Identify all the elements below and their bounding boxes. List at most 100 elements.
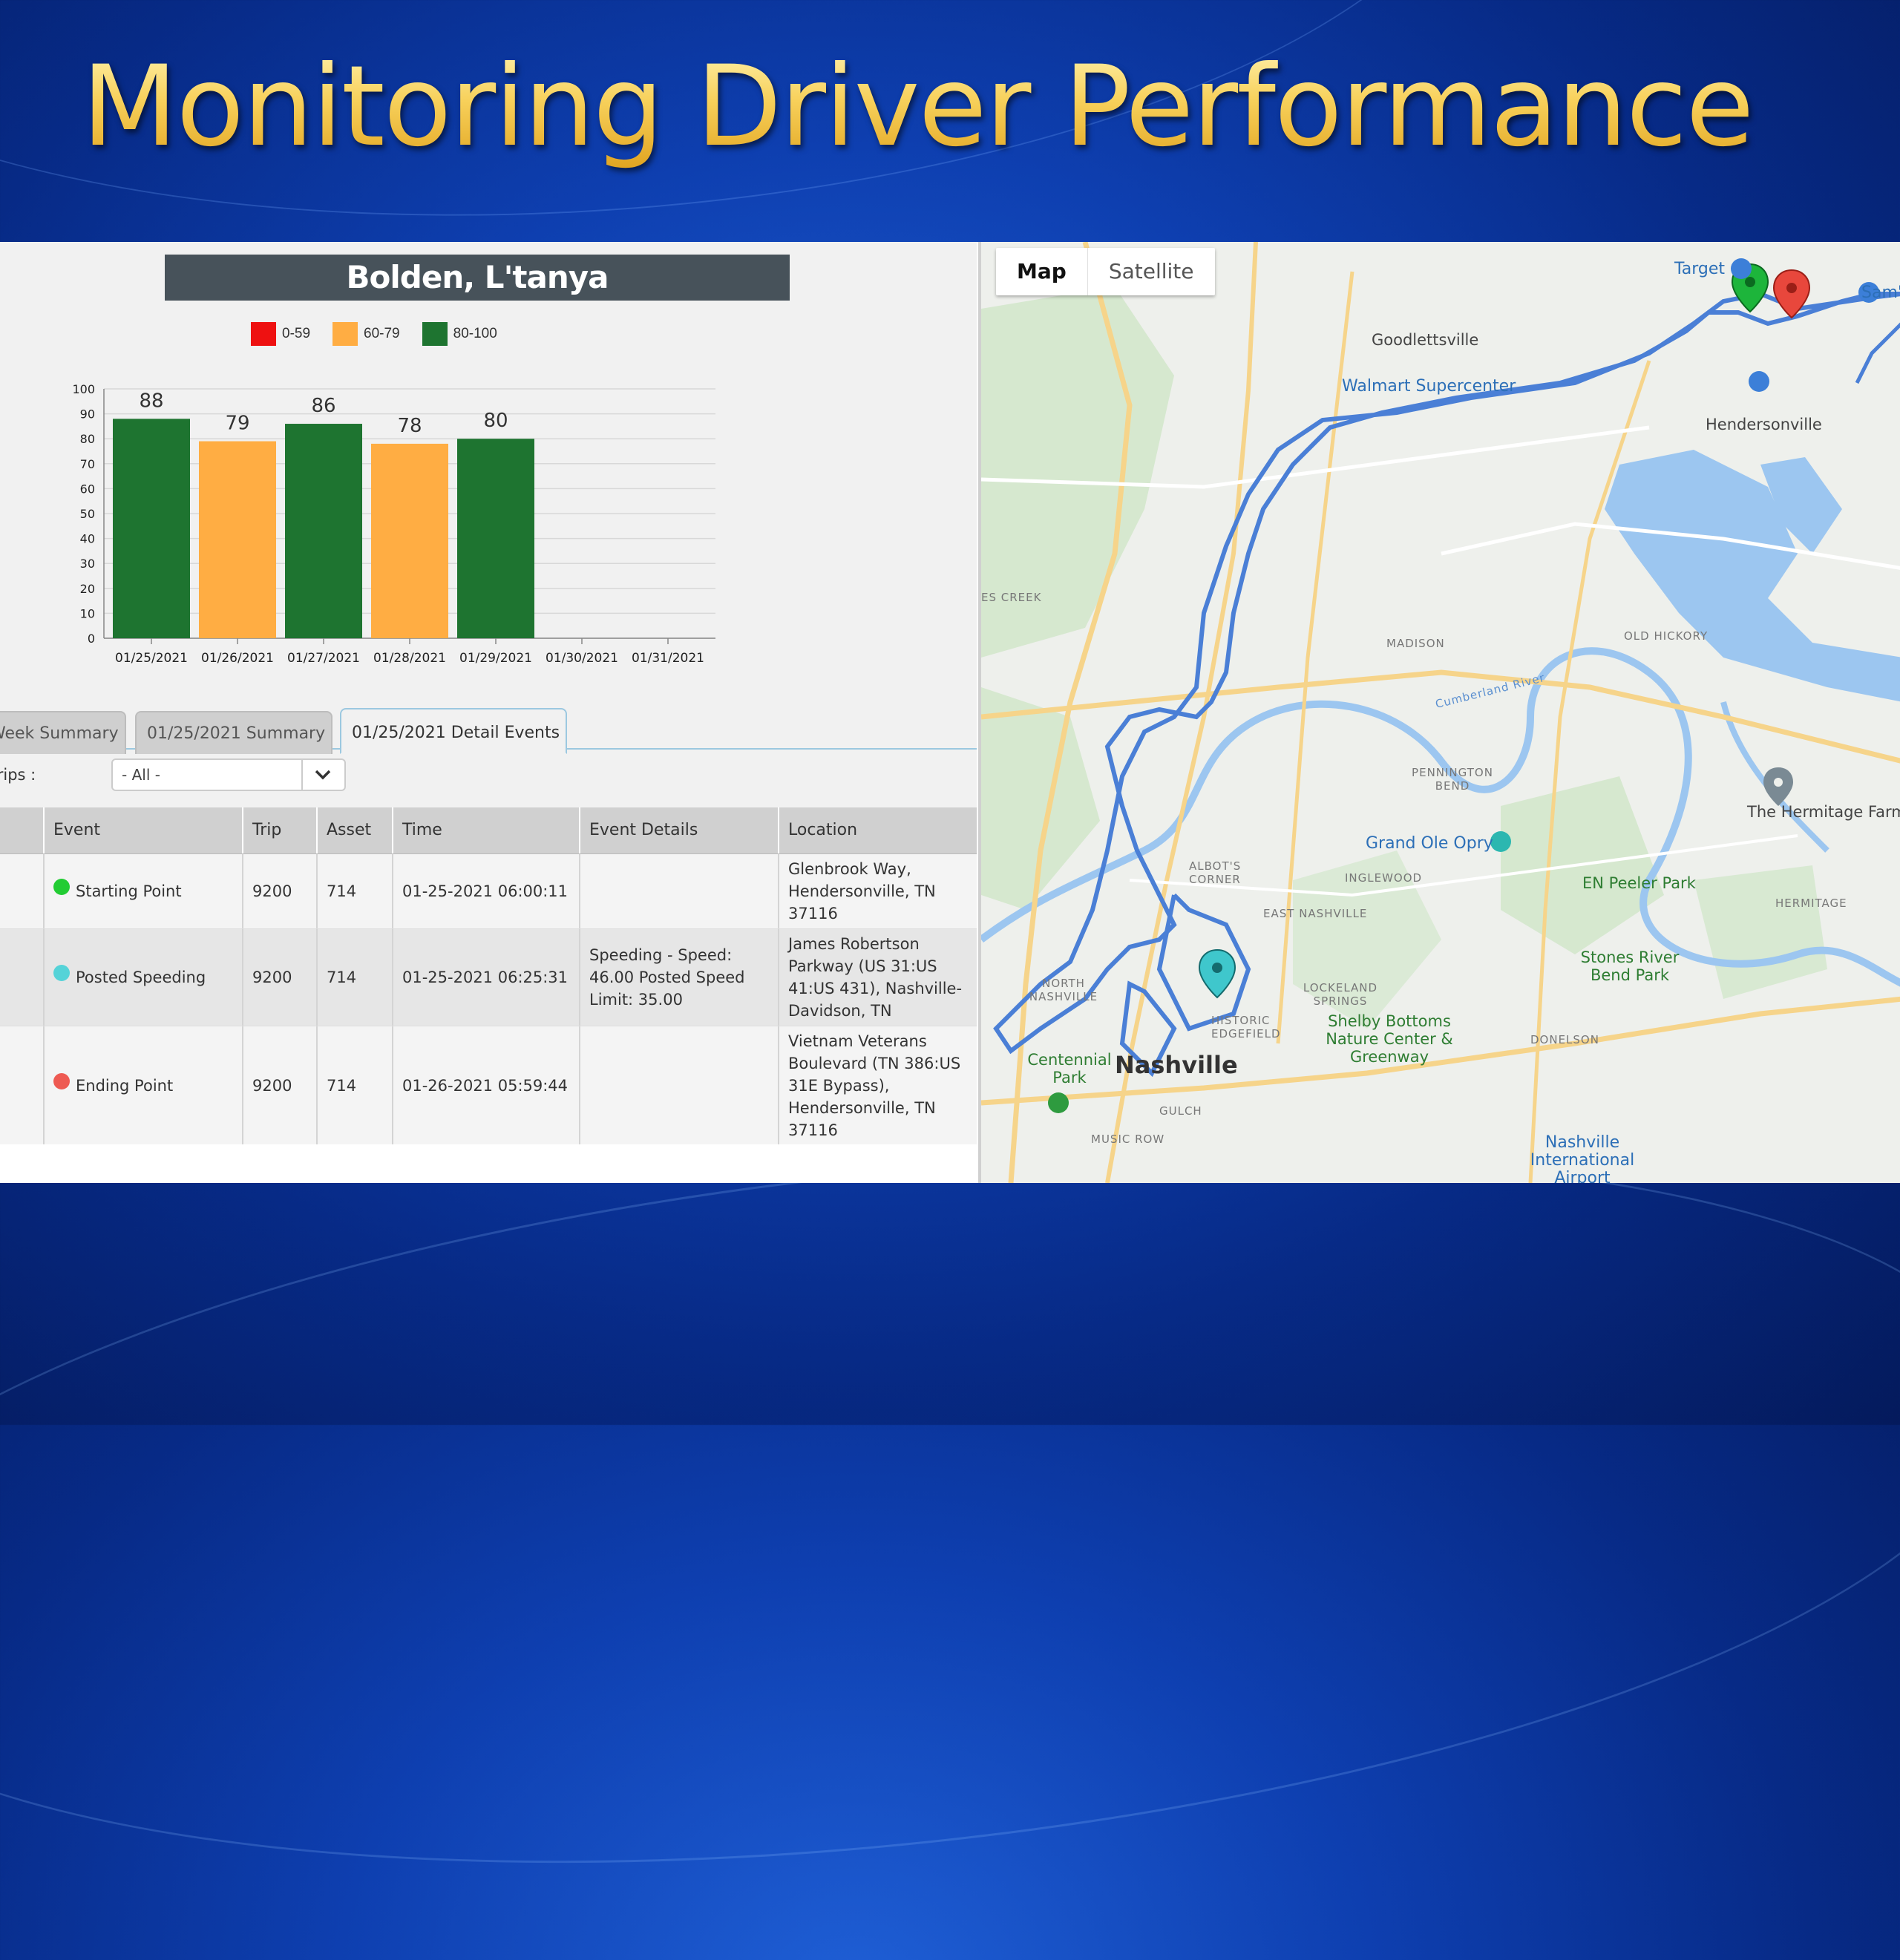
park-poi-icon	[1048, 1092, 1069, 1113]
y-tick-label: 70	[80, 457, 95, 471]
y-tick-label: 60	[80, 482, 95, 496]
asset-cell: 714	[316, 854, 392, 928]
bar	[457, 439, 534, 638]
table-row[interactable]: Posted Speeding 9200 714 01-25-2021 06:2…	[0, 929, 977, 1026]
table-header: Event Trip Asset Time Event Details Loca…	[0, 807, 977, 854]
map-type-toggle: Map Satellite	[996, 248, 1215, 295]
event-cell: Starting Point	[43, 854, 242, 928]
column-header-time[interactable]: Time	[392, 807, 579, 853]
map-label-historic-edgefield: HISTORIC EDGEFIELD	[1211, 1014, 1281, 1040]
y-tick-label: 80	[80, 432, 95, 446]
sams-poi-icon	[1858, 282, 1879, 303]
legend-swatch-red	[251, 322, 276, 346]
event-name: Starting Point	[76, 882, 182, 900]
map-label-pennington-bend: PENNINGTON BEND	[1412, 766, 1493, 793]
tab-day-summary[interactable]: 01/25/2021 Summary	[135, 711, 332, 754]
trips-select[interactable]: - All -	[111, 758, 346, 791]
bar-value-label: 78	[397, 415, 422, 437]
trips-filter-label: Trips :	[0, 766, 36, 784]
chevron-down-icon[interactable]	[301, 760, 344, 790]
y-tick-label: 50	[80, 507, 95, 521]
details-cell: Speeding - Speed: 46.00 Posted Speed Lim…	[579, 929, 778, 1026]
target-poi-icon	[1731, 258, 1752, 279]
driver-panel: Bolden, L'tanya 0-59 60-79 80-100 0 10 20 3…	[0, 242, 977, 1183]
y-tick-label: 0	[88, 632, 95, 646]
map-canvas[interactable]	[981, 242, 1900, 1183]
map-label-hendersonville: Hendersonville	[1706, 416, 1822, 433]
start-dot-icon	[53, 879, 70, 895]
map-view-button[interactable]: Map	[1017, 259, 1067, 283]
map-label-goodlettsville: Goodlettsville	[1372, 331, 1479, 349]
app-screenshot: Bolden, L'tanya 0-59 60-79 80-100 0 10 20 3…	[0, 242, 1900, 1183]
row-cell-blank	[0, 929, 43, 1026]
legend-label: 60-79	[364, 326, 400, 341]
y-tick-label: 100	[72, 382, 95, 396]
time-cell: 01-25-2021 06:25:31	[392, 929, 579, 1026]
column-header-event[interactable]: Event	[43, 807, 242, 853]
legend-swatch-green	[422, 322, 448, 346]
speeding-marker-icon	[1198, 948, 1236, 999]
map-label-walmart: Walmart Supercenter	[1342, 377, 1516, 396]
poi-pin-icon	[1763, 767, 1793, 806]
legend-item-80-100: 80-100	[422, 322, 497, 346]
y-tick-label: 20	[80, 582, 95, 596]
asset-cell: 714	[316, 1026, 392, 1145]
map-label-en-peeler-park: EN Peeler Park	[1582, 874, 1696, 892]
table-row[interactable]: Starting Point 9200 714 01-25-2021 06:00…	[0, 854, 977, 929]
trip-cell: 9200	[242, 1026, 316, 1145]
satellite-view-button[interactable]: Satellite	[1087, 248, 1215, 295]
map-label-madison: MADISON	[1386, 637, 1445, 650]
column-header-trip[interactable]: Trip	[242, 807, 316, 853]
driver-name-header: Bolden, L'tanya	[165, 255, 790, 301]
route-map[interactable]: Map Satellite Target Sam's Goodlettsvill…	[978, 242, 1900, 1183]
tab-week-summary[interactable]: Week Summary	[0, 711, 126, 754]
legend-item-0-59: 0-59	[251, 322, 310, 346]
event-cell: Posted Speeding	[43, 929, 242, 1026]
column-header-blank	[0, 807, 43, 853]
x-tick-label: 01/25/2021	[115, 651, 188, 666]
x-tick-label: 01/31/2021	[632, 651, 704, 666]
trips-select-value: - All -	[122, 766, 160, 784]
map-label-es-creek: ES CREEK	[981, 591, 1042, 604]
event-name: Ending Point	[76, 1077, 174, 1095]
trip-cell: 9200	[242, 929, 316, 1026]
table-row[interactable]: Ending Point 9200 714 01-26-2021 05:59:4…	[0, 1026, 977, 1146]
bar-value-label: 79	[225, 413, 249, 435]
bar	[371, 443, 448, 638]
tab-detail-events[interactable]: 01/25/2021 Detail Events	[340, 708, 567, 754]
map-label-target: Target	[1674, 260, 1726, 278]
map-label-stones-river: Stones River Bend Park	[1580, 948, 1680, 984]
x-tick-label: 01/28/2021	[373, 651, 446, 666]
tab-bar: Week Summary 01/25/2021 Summary 01/25/20…	[0, 708, 977, 754]
legend-label: 0-59	[282, 326, 311, 341]
score-bar-chart: 0 10 20 30 40 50 60 70 80 90 100 88 01/25/2021 79 01/2…	[72, 382, 715, 666]
time-cell: 01-25-2021 06:00:11	[392, 854, 579, 928]
map-label-old-hickory: OLD HICKORY	[1624, 629, 1709, 643]
event-name: Posted Speeding	[76, 968, 206, 986]
bar	[199, 441, 276, 638]
slide-footer-background	[0, 1183, 1900, 1425]
legend-item-60-79: 60-79	[332, 322, 400, 346]
location-cell: James Robertson Parkway (US 31:US 41:US …	[778, 929, 977, 1026]
chart-legend: 0-59 60-79 80-100	[251, 322, 497, 346]
bar	[285, 424, 362, 638]
column-header-event-details[interactable]: Event Details	[579, 807, 778, 853]
column-header-location[interactable]: Location	[778, 807, 977, 853]
map-label-inglewood: INGLEWOOD	[1345, 871, 1423, 885]
map-label-hermitage-farm: The Hermitage Farm	[1747, 803, 1900, 821]
column-header-asset[interactable]: Asset	[316, 807, 392, 853]
events-table: Event Trip Asset Time Event Details Loca…	[0, 807, 977, 1146]
panel-footer	[0, 1144, 977, 1183]
map-label-donelson: DONELSON	[1530, 1033, 1599, 1046]
map-label-east-nashville: EAST NASHVILLE	[1263, 907, 1368, 920]
time-cell: 01-26-2021 05:59:44	[392, 1026, 579, 1145]
details-cell	[579, 1026, 778, 1145]
legend-label: 80-100	[453, 326, 497, 341]
x-tick-label: 01/27/2021	[287, 651, 360, 666]
trip-filter-row: Trips : - All -	[0, 754, 977, 802]
map-label-gulch: GULCH	[1159, 1104, 1202, 1118]
x-tick-label: 01/30/2021	[546, 651, 618, 666]
walmart-poi-icon	[1749, 371, 1769, 392]
map-label-sams: Sam's	[1861, 283, 1900, 302]
map-label-grand-ole-opry: Grand Ole Opry	[1366, 834, 1493, 853]
